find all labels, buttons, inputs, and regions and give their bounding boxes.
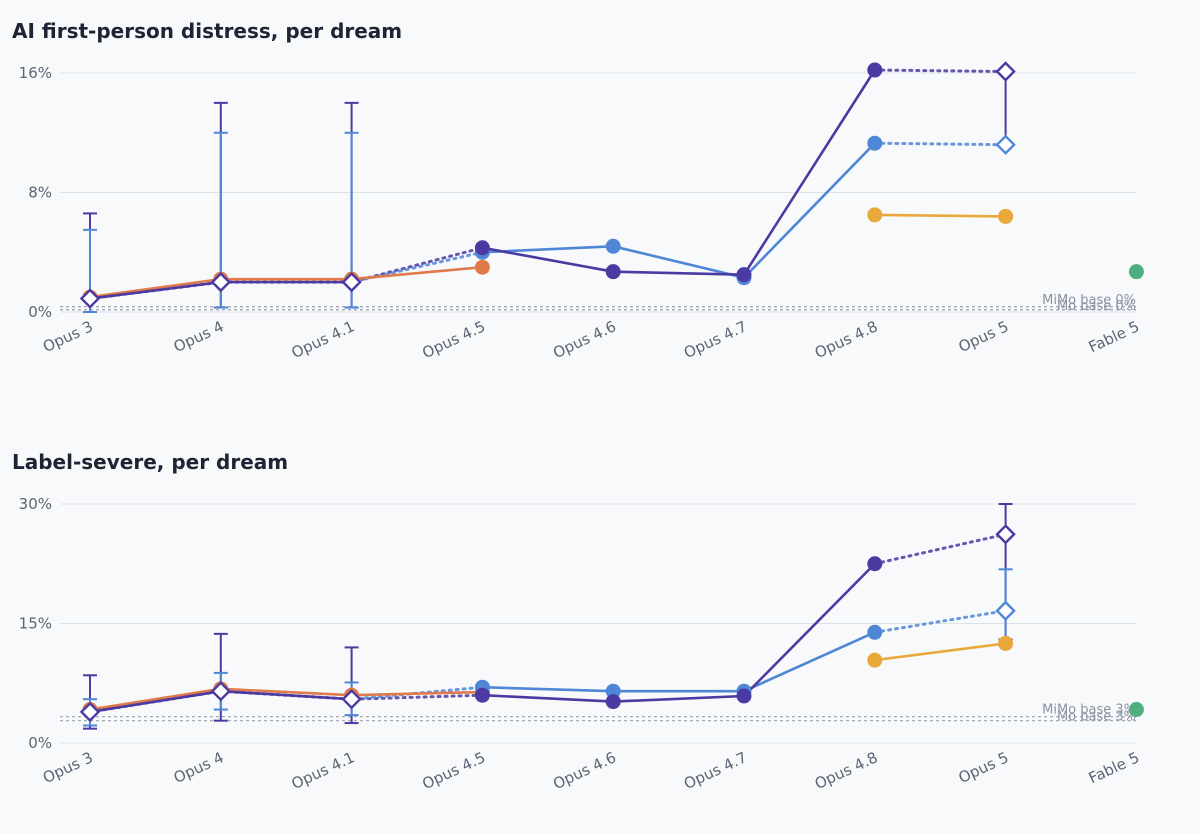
- x-tick-label: Opus 4.1: [289, 748, 358, 793]
- data-point: [474, 687, 490, 703]
- data-point: [605, 238, 621, 254]
- data-point: [474, 240, 490, 256]
- data-point: [341, 271, 362, 293]
- chart-title: AI first-person distress, per dream: [12, 19, 402, 43]
- data-point: [867, 624, 883, 640]
- series-line: [482, 142, 876, 280]
- data-point: [995, 134, 1016, 155]
- x-tick-label: Opus 5: [956, 317, 1012, 356]
- dotted-link: [873, 609, 1008, 634]
- x-tick-label: Opus 4.8: [812, 748, 881, 793]
- chart-title: Label-severe, per dream: [12, 450, 288, 474]
- x-tick-label: Opus 4.7: [681, 317, 750, 362]
- x-tick-label: Opus 4: [171, 317, 227, 356]
- series-line: [874, 642, 1006, 662]
- x-tick-label: Opus 4.5: [420, 317, 489, 362]
- data-point: [867, 135, 883, 151]
- x-tick-label: Opus 4.5: [420, 748, 489, 793]
- y-tick-label: 8%: [28, 184, 52, 202]
- reference-line-label: MiMo base 0%: [1042, 293, 1136, 308]
- series-line: [89, 687, 483, 711]
- data-point: [998, 208, 1014, 224]
- data-point: [995, 61, 1016, 82]
- x-tick-label: Opus 4.6: [550, 748, 619, 793]
- data-point: [995, 524, 1016, 545]
- data-point: [605, 694, 621, 710]
- data-point: [605, 264, 621, 280]
- x-tick-label: Opus 4.8: [812, 317, 881, 362]
- y-tick-label: 15%: [19, 615, 52, 633]
- data-point: [210, 271, 231, 293]
- y-tick-label: 30%: [19, 495, 52, 513]
- data-point: [867, 652, 883, 668]
- x-tick-label: Opus 4.7: [681, 748, 750, 793]
- data-point: [867, 556, 883, 572]
- x-tick-label: Opus 3: [40, 748, 96, 787]
- data-point: [474, 259, 490, 275]
- data-point: [1128, 264, 1144, 280]
- reference-line-label: MiMo base 3%: [1042, 703, 1136, 718]
- x-tick-label: Opus 4.6: [550, 317, 619, 362]
- data-point: [1128, 702, 1144, 718]
- chart-panel-1: AI first-person distress, per dream 0% 8% 1…: [12, 19, 1144, 362]
- series-line: [482, 562, 876, 703]
- dotted-link: [873, 68, 1008, 74]
- x-tick-label: Fable 5: [1086, 317, 1142, 356]
- data-point: [998, 635, 1014, 651]
- x-tick-label: Opus 4: [171, 748, 227, 787]
- reference-line-label: Mo base 3%: [1057, 710, 1136, 725]
- series-line: [89, 265, 483, 299]
- data-point: [210, 681, 231, 702]
- data-point: [605, 683, 621, 699]
- data-point: [341, 688, 362, 710]
- data-point: [79, 701, 101, 723]
- data-point: [995, 600, 1016, 621]
- y-tick-label: 0%: [28, 303, 52, 321]
- data-point: [79, 288, 101, 309]
- x-tick-label: Opus 3: [40, 317, 96, 356]
- data-point: [867, 207, 883, 223]
- reference-line-label: Mo base 0%: [1057, 299, 1136, 314]
- x-tick-label: Fable 5: [1086, 748, 1142, 787]
- y-tick-label: 0%: [28, 734, 52, 752]
- x-tick-label: Opus 4.1: [289, 317, 358, 362]
- series-line: [874, 213, 1006, 218]
- y-tick-label: 16%: [19, 64, 52, 82]
- series-line: [482, 69, 876, 276]
- dotted-link: [873, 141, 1008, 147]
- data-point: [736, 688, 752, 704]
- dotted-link: [873, 532, 1008, 566]
- data-point: [736, 267, 752, 283]
- x-tick-label: Opus 5: [956, 748, 1012, 787]
- series-line: [482, 631, 876, 693]
- chart-panel-2: Label-severe, per dream 0% 15% 30% MiMo base…: [12, 450, 1144, 793]
- data-point: [867, 62, 883, 78]
